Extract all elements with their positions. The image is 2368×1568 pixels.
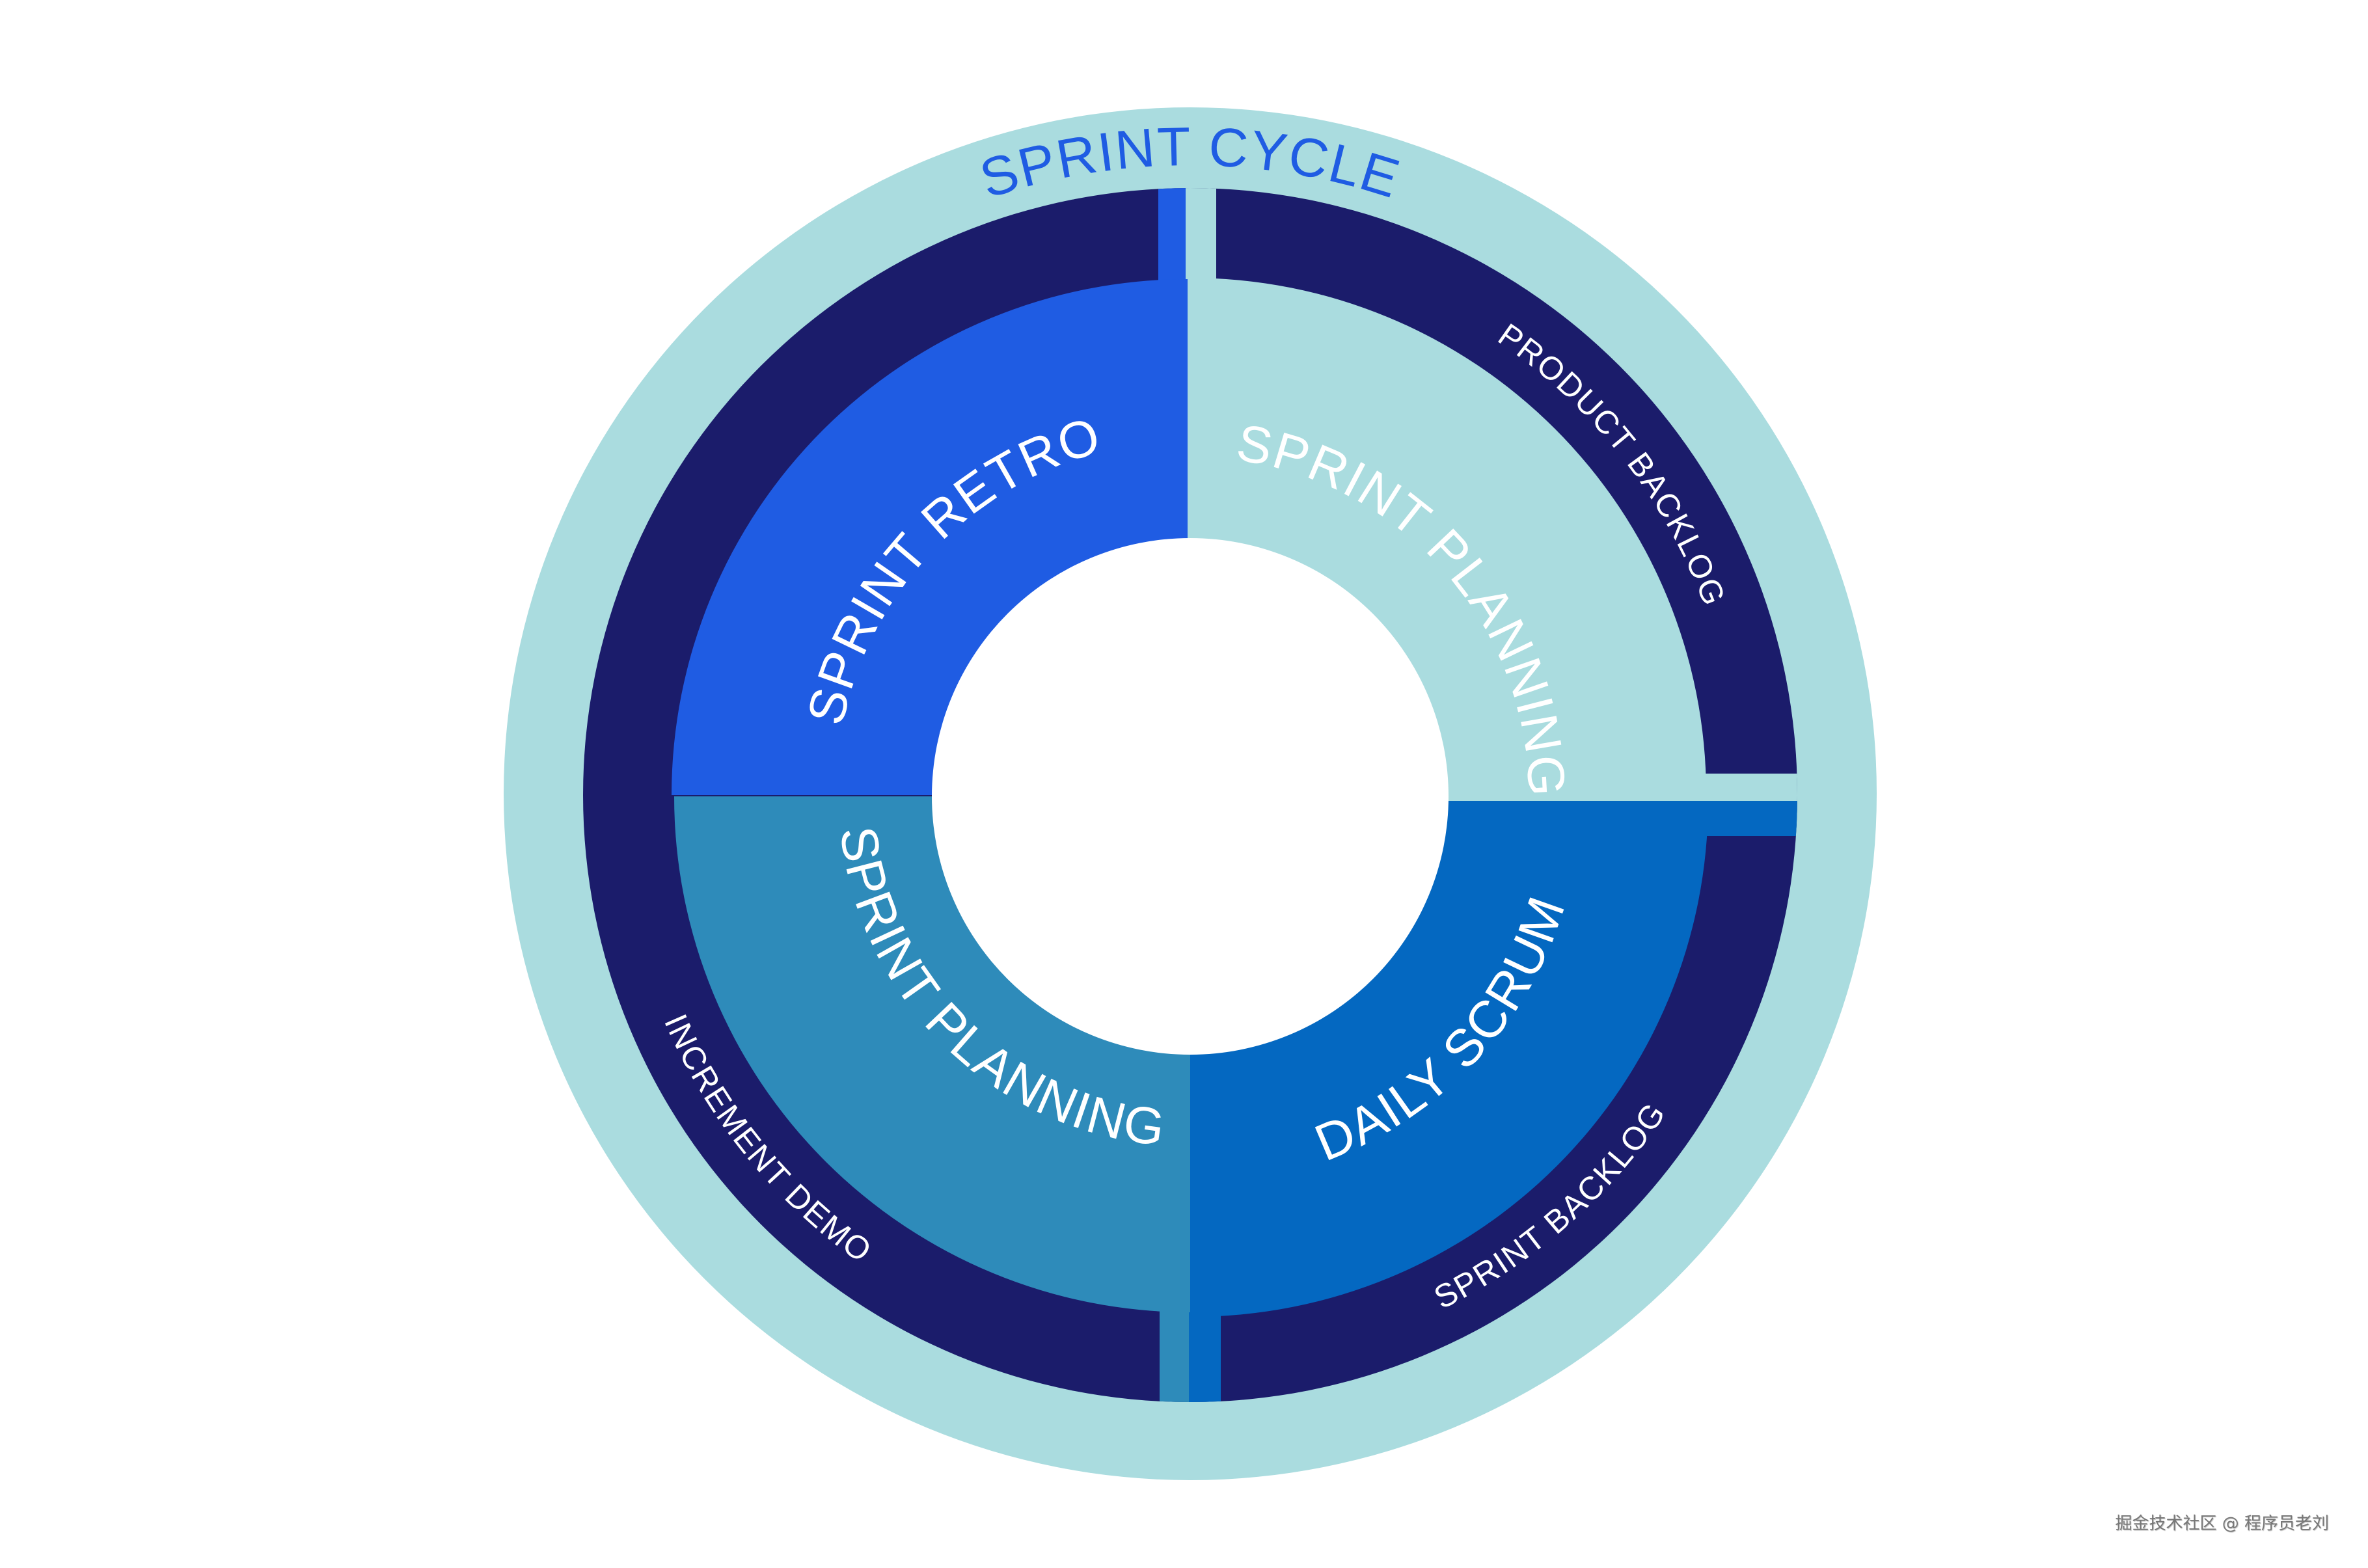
center-hole [932, 538, 1449, 1055]
watermark: 掘金技术社区 @ 程序员老刘 [2115, 1514, 2329, 1534]
